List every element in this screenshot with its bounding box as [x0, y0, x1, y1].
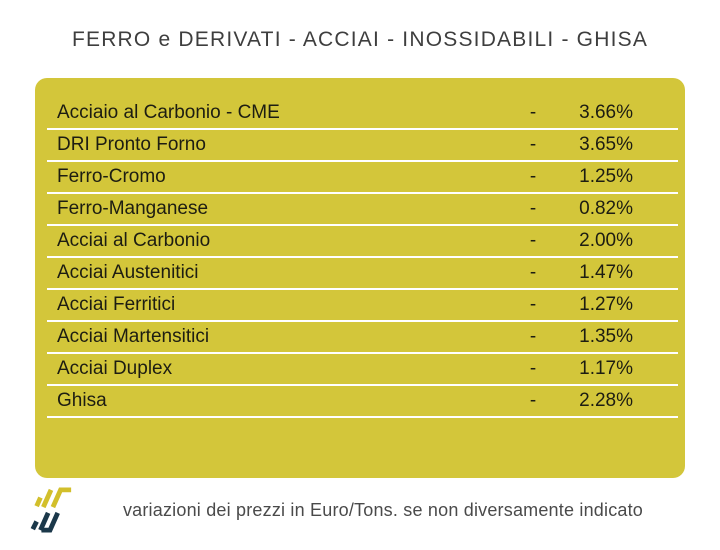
row-minus-sign: -: [529, 230, 537, 251]
row-percent-value: 1.25%: [579, 166, 633, 187]
price-variations-panel: Acciaio al Carbonio - CME - 3.66% DRI Pr…: [35, 78, 685, 478]
row-percent-value: 1.17%: [579, 358, 633, 379]
row-percent-value: 2.00%: [579, 230, 633, 251]
row-separator-line: [47, 352, 678, 354]
row-percent-value: 0.82%: [579, 198, 633, 219]
row-minus-sign: -: [529, 134, 537, 155]
row-percent-value: 3.66%: [579, 102, 633, 123]
row-label: Acciai Ferritici: [57, 294, 176, 315]
row-minus-sign: -: [529, 390, 537, 411]
row-percent-value: 3.65%: [579, 134, 633, 155]
price-table-body: Acciaio al Carbonio - CME - 3.66% DRI Pr…: [35, 98, 685, 418]
row-label: Acciai al Carbonio: [57, 230, 211, 251]
table-row: Acciaio al Carbonio - CME - 3.66%: [35, 98, 685, 128]
table-row: DRI Pronto Forno - 3.65%: [35, 130, 685, 160]
row-minus-sign: -: [529, 262, 537, 283]
row-label: Acciaio al Carbonio - CME: [57, 102, 280, 123]
row-separator-line: [47, 192, 678, 194]
row-percent-value: 1.47%: [579, 262, 633, 283]
row-minus-sign: -: [529, 294, 537, 315]
table-row: Acciai Austenitici - 1.47%: [35, 258, 685, 288]
row-percent-value: 1.27%: [579, 294, 633, 315]
row-separator-line: [47, 128, 678, 130]
row-label: Ferro-Cromo: [57, 166, 166, 187]
page-title: FERRO e DERIVATI - ACCIAI - INOSSIDABILI…: [71, 28, 649, 51]
row-label: Ferro-Manganese: [57, 198, 209, 219]
row-label: Ghisa: [57, 390, 107, 411]
row-minus-sign: -: [529, 326, 537, 347]
row-label: DRI Pronto Forno: [57, 134, 206, 155]
row-label: Acciai Duplex: [57, 358, 173, 379]
table-row: Ghisa - 2.28%: [35, 386, 685, 416]
row-minus-sign: -: [529, 198, 537, 219]
row-label: Acciai Martensitici: [57, 326, 210, 347]
row-separator-line: [47, 416, 678, 418]
table-row: Acciai Martensitici - 1.35%: [35, 322, 685, 352]
row-label: Acciai Austenitici: [57, 262, 199, 283]
table-row: Ferro-Cromo - 1.25%: [35, 162, 685, 192]
footer-note: variazioni dei prezzi in Euro/Tons. se n…: [122, 499, 644, 520]
row-separator-line: [47, 288, 678, 290]
row-separator-line: [47, 384, 678, 386]
row-separator-line: [47, 160, 678, 162]
table-row: Ferro-Manganese - 0.82%: [35, 194, 685, 224]
row-minus-sign: -: [529, 102, 537, 123]
double-slash-chevron-logo-icon: [28, 487, 74, 533]
row-separator-line: [47, 256, 678, 258]
table-row: Acciai Ferritici - 1.27%: [35, 290, 685, 320]
row-percent-value: 2.28%: [579, 390, 633, 411]
footer: variazioni dei prezzi in Euro/Tons. se n…: [28, 486, 692, 534]
row-minus-sign: -: [529, 358, 537, 379]
row-percent-value: 1.35%: [579, 326, 633, 347]
table-row: Acciai al Carbonio - 2.00%: [35, 226, 685, 256]
row-separator-line: [47, 320, 678, 322]
row-separator-line: [47, 224, 678, 226]
row-minus-sign: -: [529, 166, 537, 187]
table-row: Acciai Duplex - 1.17%: [35, 354, 685, 384]
